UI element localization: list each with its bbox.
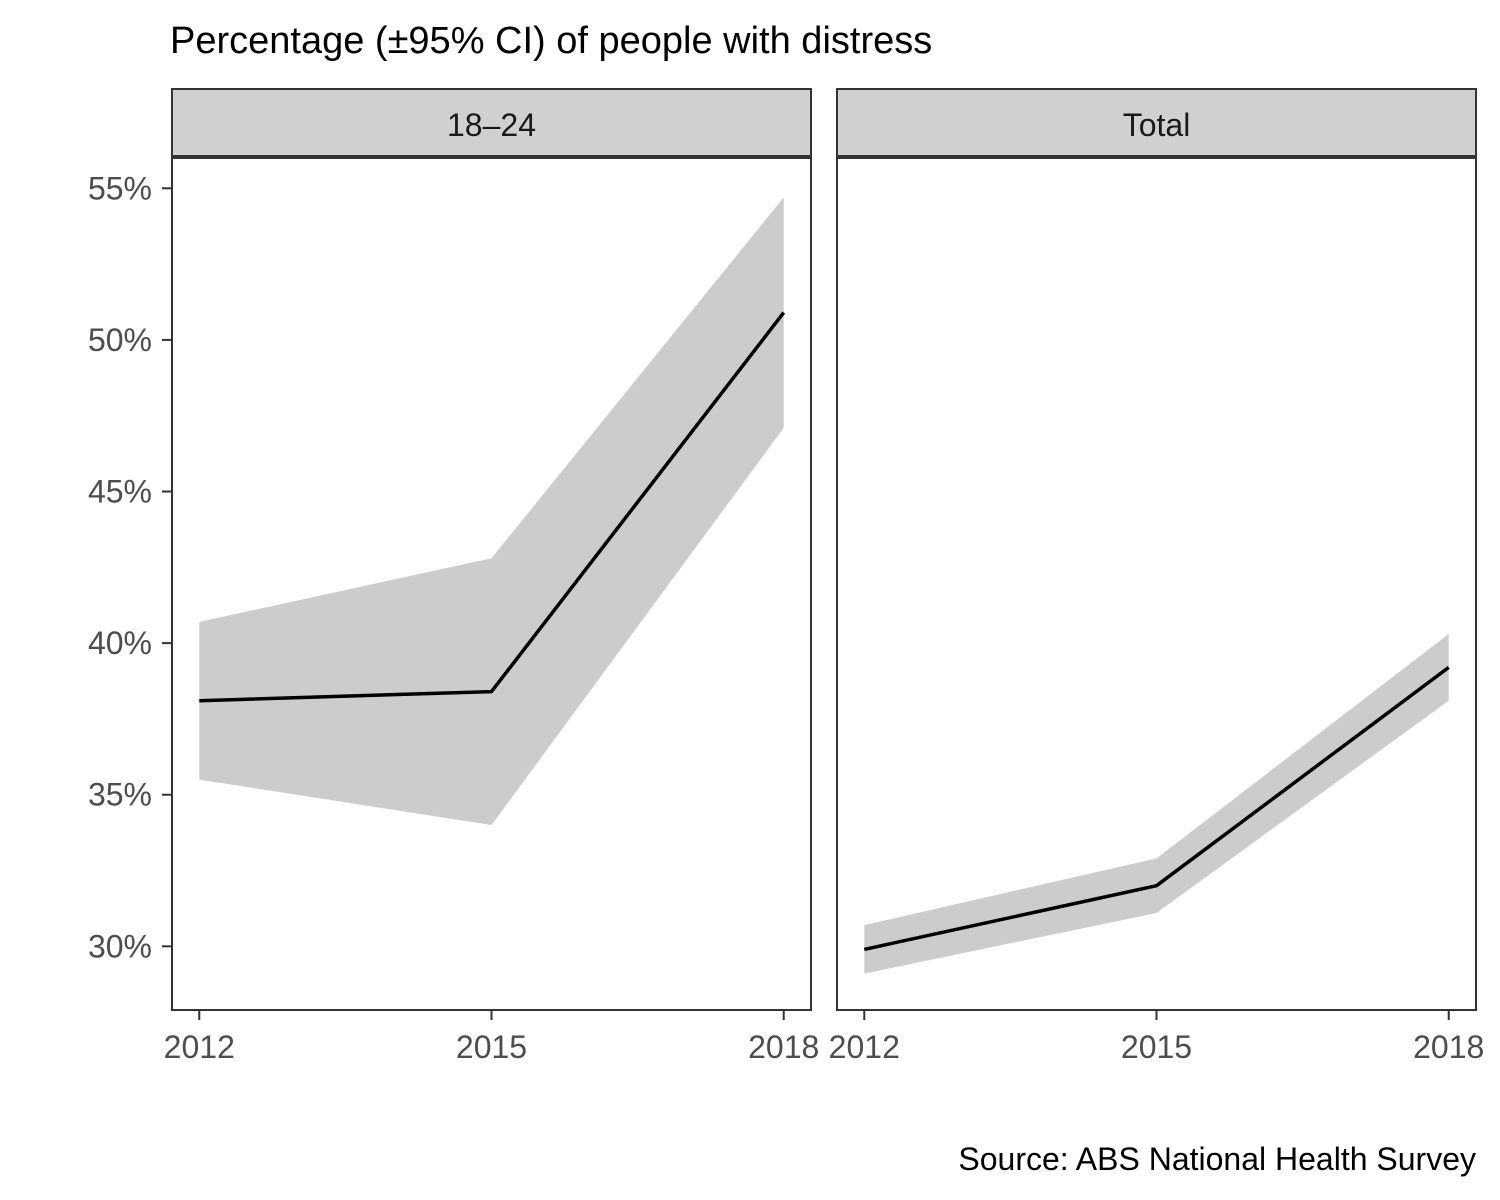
strip-background [171,88,812,157]
chart-title: Percentage (±95% CI) of people with dist… [170,20,932,62]
series-line [863,665,1450,952]
ci-ribbon [864,634,1449,974]
x-tick-label: 2012 [164,1029,235,1065]
y-tick-label: 35% [88,777,152,813]
panel-0: 18–24 2012 2015 2018 [164,88,819,1065]
x-tick-label: 2018 [748,1029,819,1065]
x-tick-label: 2018 [1413,1029,1484,1065]
y-tick-label: 30% [88,928,152,964]
y-tick-label: 40% [88,625,152,661]
chart-caption: Source: ABS National Health Survey [958,1141,1476,1177]
panel-1: Total 2012 2015 2018 [829,88,1484,1065]
series-line [199,311,786,703]
y-axis: 30% 35% 40% 45% 50% 55% [88,170,172,964]
x-tick-label: 2015 [1121,1029,1192,1065]
strip-background [836,88,1477,157]
y-tick-label: 45% [88,474,152,510]
y-tick-label: 50% [88,322,152,358]
panels: 18–24 2012 2015 2018 Total 2012 2015 2018 [164,88,1484,1065]
y-tick-label: 55% [88,170,152,206]
ci-ribbon [199,197,784,825]
x-tick-label: 2012 [829,1029,900,1065]
strip-label: Total [1123,107,1191,143]
x-tick-label: 2015 [456,1029,527,1065]
strip-label: 18–24 [447,107,536,143]
